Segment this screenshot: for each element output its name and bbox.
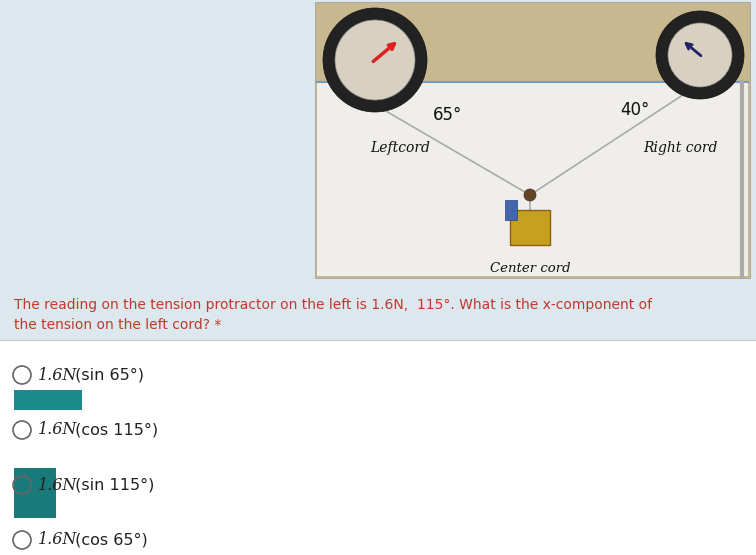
Circle shape: [335, 20, 415, 100]
FancyBboxPatch shape: [317, 82, 748, 276]
FancyBboxPatch shape: [0, 340, 756, 555]
Text: (cos 65°): (cos 65°): [70, 532, 147, 547]
Text: (sin 65°): (sin 65°): [70, 367, 144, 382]
Text: (sin 115°): (sin 115°): [70, 477, 154, 492]
Text: Leftcord: Leftcord: [370, 141, 430, 155]
Circle shape: [323, 8, 427, 112]
Text: The reading on the tension protractor on the left is 1.6N,  115°. What is the x-: The reading on the tension protractor on…: [14, 298, 652, 312]
Text: Right cord: Right cord: [643, 141, 717, 155]
Text: 1.6N: 1.6N: [38, 366, 77, 384]
Text: (cos 115°): (cos 115°): [70, 422, 158, 437]
Text: 1.6N: 1.6N: [38, 477, 77, 493]
Text: Center cord: Center cord: [490, 261, 570, 275]
FancyBboxPatch shape: [315, 2, 750, 278]
FancyBboxPatch shape: [14, 468, 56, 518]
Text: 1.6N: 1.6N: [38, 532, 77, 548]
FancyBboxPatch shape: [505, 200, 517, 220]
Text: the tension on the left cord? *: the tension on the left cord? *: [14, 318, 222, 332]
Text: 40°: 40°: [621, 101, 649, 119]
FancyBboxPatch shape: [14, 390, 82, 410]
FancyBboxPatch shape: [510, 210, 550, 245]
Circle shape: [524, 189, 536, 201]
Circle shape: [668, 23, 732, 87]
FancyBboxPatch shape: [0, 0, 756, 340]
Text: 65°: 65°: [433, 106, 463, 124]
Text: 1.6N: 1.6N: [38, 421, 77, 438]
Circle shape: [656, 11, 744, 99]
